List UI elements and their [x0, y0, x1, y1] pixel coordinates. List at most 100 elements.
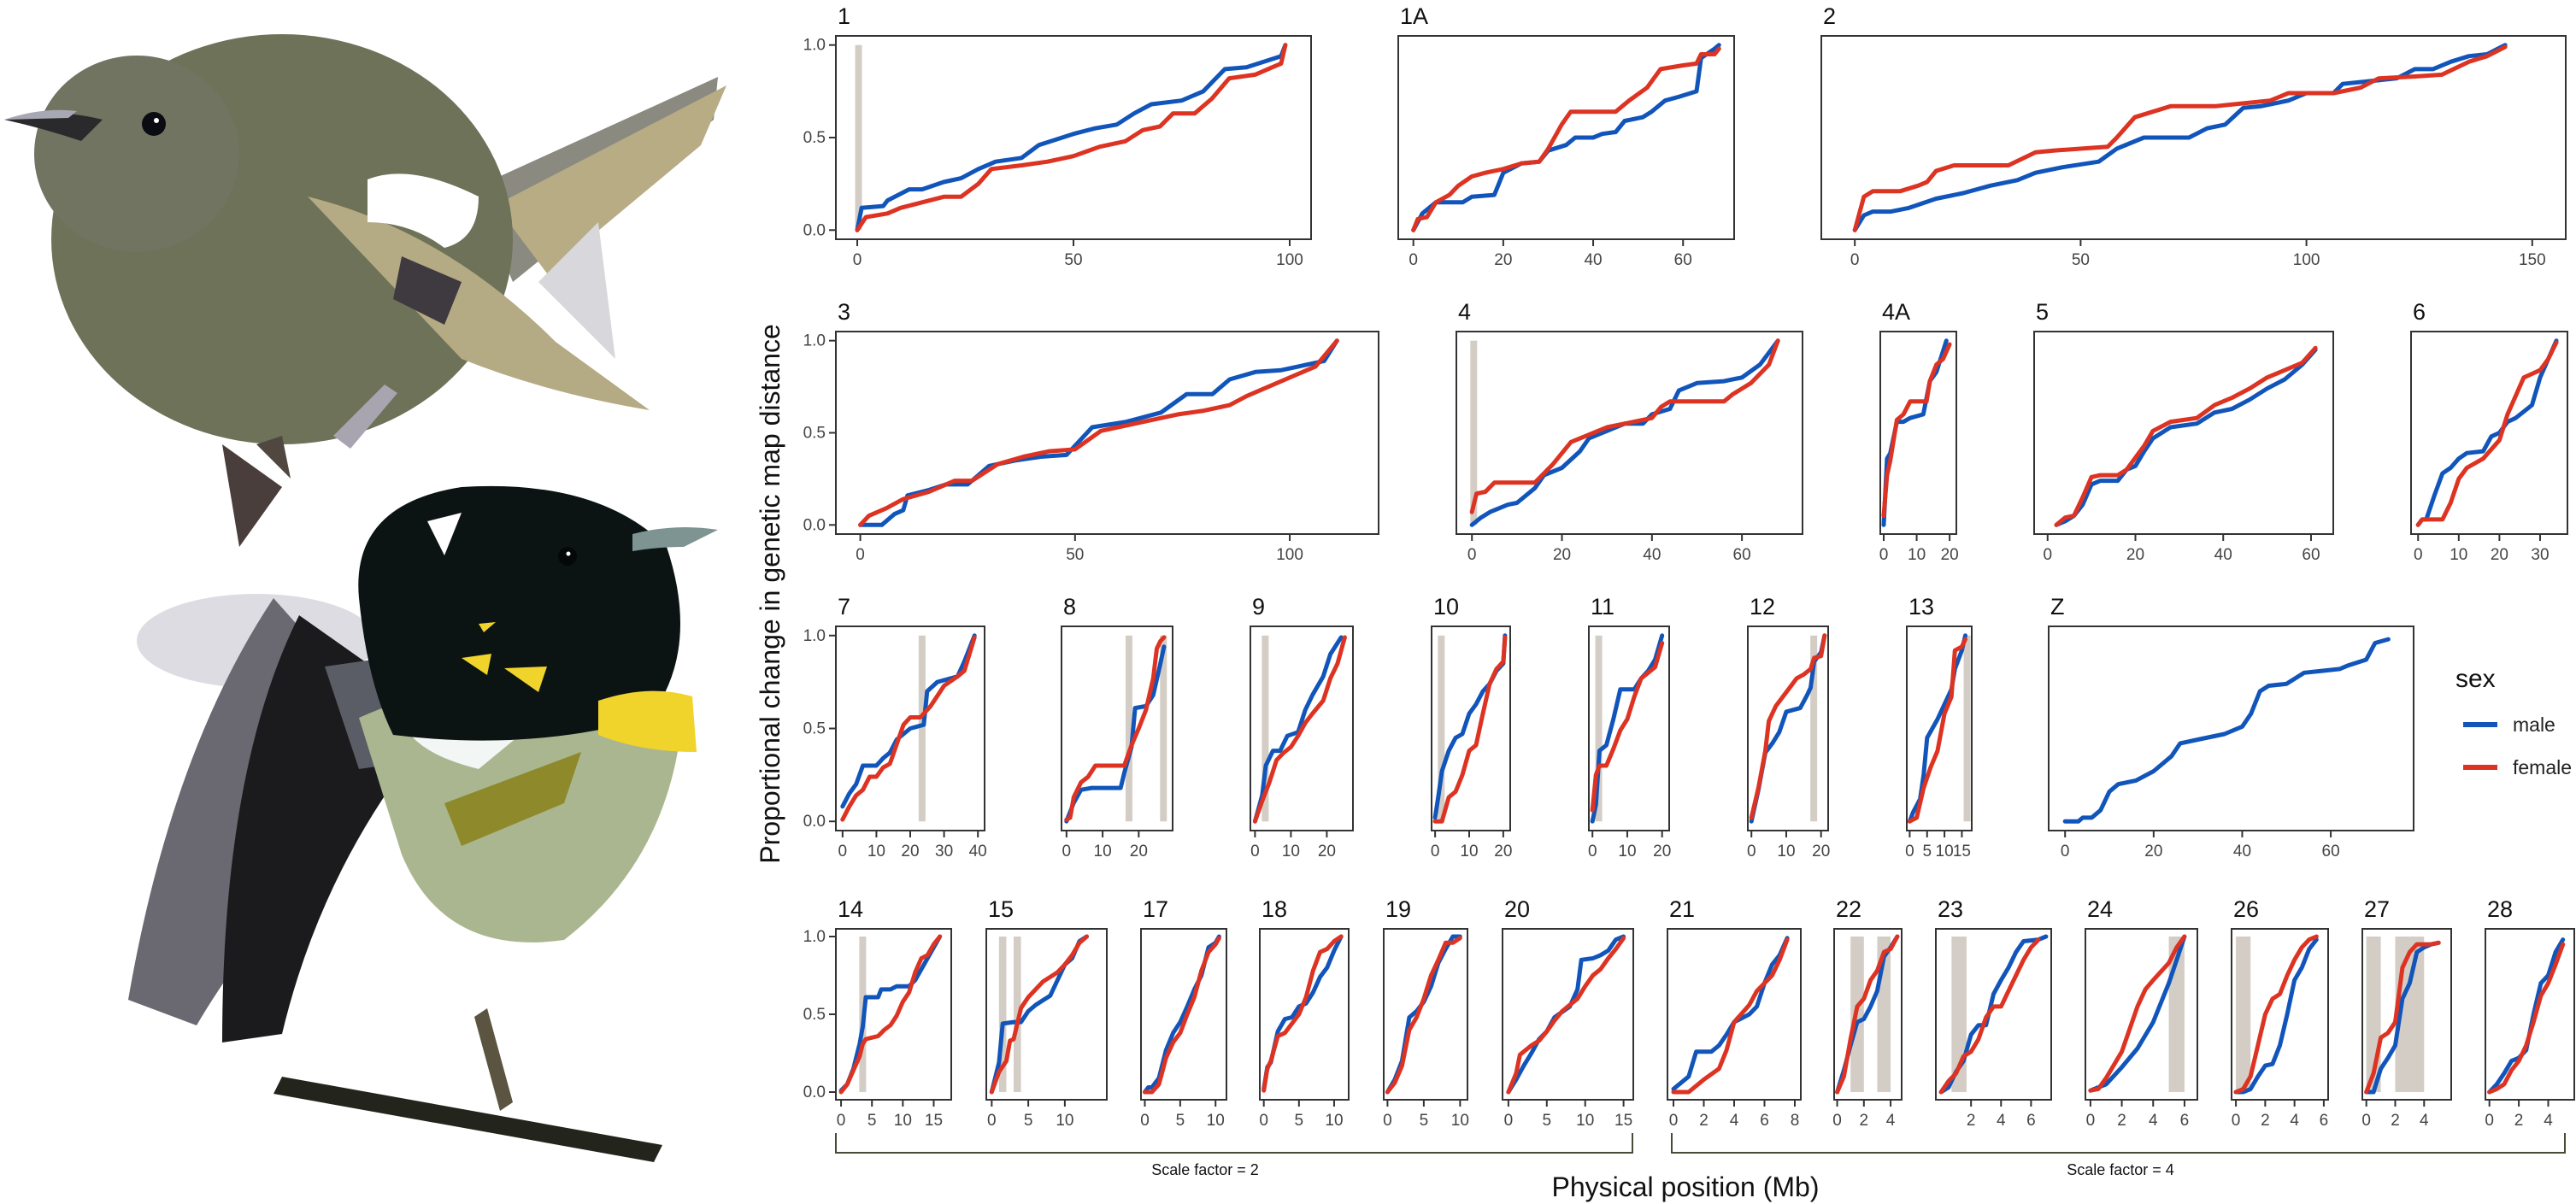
- series-line-male: [2415, 338, 2559, 527]
- x-tick-label: 2: [1860, 1112, 1869, 1130]
- panel-title: 20: [1504, 896, 1530, 922]
- panel-title: 4A: [1882, 299, 1910, 325]
- x-tick-label: 6: [2026, 1112, 2036, 1130]
- shaded-region: [1470, 340, 1478, 526]
- panel-2: 2 0 50 100 150: [1820, 3, 2567, 269]
- panel-title: 12: [1750, 594, 1775, 620]
- female-bird-illustration: [4, 34, 726, 688]
- panel-title: 9: [1252, 594, 1265, 620]
- x-tick-label: 15: [925, 1112, 943, 1130]
- series-line-male: [1064, 644, 1167, 824]
- legend: sex male female: [2455, 665, 2572, 778]
- panel-title: 8: [1063, 594, 1076, 620]
- x-tick-label: 0: [1140, 1112, 1150, 1130]
- series-line-female: [2487, 942, 2566, 1095]
- panel-9: 9 0 10 20: [1250, 594, 1354, 860]
- x-tick-label: 5: [1922, 843, 1932, 860]
- scale-factor-4-label: Scale factor = 4: [2067, 1161, 2174, 1178]
- x-tick-label: 60: [2302, 546, 2320, 564]
- x-tick-label: 0: [1409, 251, 1418, 269]
- x-tick-label: 0: [2361, 1112, 2371, 1130]
- x-tick-label: 0: [1467, 546, 1477, 564]
- panel-frame: [2410, 331, 2568, 535]
- y-tick-label: 0.5: [803, 129, 826, 147]
- series-line-female: [2054, 345, 2318, 527]
- panel-frame: [1833, 928, 1903, 1101]
- x-tick-label: 0: [1250, 843, 1260, 860]
- panel-10: 10 0 10 20: [1431, 594, 1513, 860]
- series-line-female: [1143, 936, 1221, 1095]
- x-tick-label: 0: [1879, 546, 1889, 564]
- panel-17: 17 0 5 10: [1140, 896, 1227, 1130]
- panel-title: 2: [1823, 3, 1836, 29]
- panel-frame: [1397, 35, 1735, 240]
- panel-title: 15: [988, 896, 1014, 922]
- x-tick-label: 2: [2261, 1112, 2270, 1130]
- x-tick-label: 10: [1207, 1112, 1225, 1130]
- y-tick-label: 1.0: [803, 627, 826, 645]
- x-tick-label: 0: [1259, 1112, 1268, 1130]
- x-tick-label: 40: [1643, 546, 1661, 564]
- x-tick-label: 20: [2491, 546, 2508, 564]
- x-tick-label: 40: [2214, 546, 2232, 564]
- x-tick-label: 6: [2180, 1112, 2190, 1130]
- x-tick-label: 6: [2320, 1112, 2329, 1130]
- panel-title: 6: [2413, 299, 2426, 325]
- x-tick-label: 10: [1936, 843, 1954, 860]
- x-tick-label: 5: [1295, 1112, 1304, 1130]
- x-tick-label: 20: [1494, 251, 1512, 269]
- x-tick-label: 10: [867, 843, 885, 860]
- shaded-region: [1014, 937, 1021, 1092]
- x-tick-label: 50: [2072, 251, 2090, 269]
- x-tick-label: 0: [2061, 843, 2070, 860]
- y-tick-label: 0.5: [803, 1006, 826, 1024]
- x-tick-label: 2: [2514, 1112, 2524, 1130]
- shaded-region: [1438, 635, 1445, 822]
- x-tick-label: 15: [1953, 843, 1971, 860]
- x-tick-label: 4: [2420, 1112, 2429, 1130]
- x-tick-label: 40: [1584, 251, 1602, 269]
- x-tick-label: 5: [1543, 1112, 1552, 1130]
- series-line-male: [1411, 43, 1721, 232]
- x-tick-label: 4: [1730, 1112, 1739, 1130]
- x-tick-label: 30: [2531, 546, 2549, 564]
- series-line-female: [1590, 641, 1665, 813]
- x-tick-label: 10: [1618, 843, 1636, 860]
- x-tick-label: 0: [1504, 1112, 1514, 1130]
- y-tick-label: 0.0: [803, 516, 826, 534]
- panel-23: 23 2 4 6: [1935, 896, 2052, 1130]
- series-line-female: [1262, 934, 1344, 1093]
- x-tick-label: 0: [2043, 546, 2052, 564]
- x-tick-label: 2: [2117, 1112, 2126, 1130]
- series-line-female: [1506, 936, 1626, 1095]
- panel-title: 22: [1836, 896, 1861, 922]
- series-line-male: [2062, 637, 2391, 824]
- series-line-male: [1143, 934, 1221, 1095]
- shaded-region: [1595, 635, 1603, 822]
- x-tick-label: 5: [1176, 1112, 1185, 1130]
- series-line-male: [2054, 347, 2318, 527]
- panel-title: 5: [2036, 299, 2049, 325]
- x-tick-label: 20: [1318, 843, 1336, 860]
- series-line-female: [1671, 937, 1790, 1095]
- x-tick-label: 50: [1064, 251, 1082, 269]
- panel-frame: [1431, 625, 1511, 831]
- panel-frame: [2048, 625, 2414, 831]
- panel-frame: [2361, 928, 2452, 1101]
- x-tick-label: 0: [2414, 546, 2423, 564]
- series-line-female: [855, 43, 1288, 232]
- x-tick-label: 5: [867, 1112, 877, 1130]
- y-tick-label: 0.0: [803, 221, 826, 239]
- x-tick-label: 20: [1553, 546, 1571, 564]
- x-tick-label: 4: [1886, 1112, 1896, 1130]
- legend-label-male: male: [2513, 714, 2555, 736]
- x-tick-label: 4: [2544, 1112, 2553, 1130]
- x-tick-label: 10: [1460, 843, 1478, 860]
- panel-frame: [1250, 625, 1354, 831]
- x-tick-label: 4: [2149, 1112, 2158, 1130]
- series-line-female: [2233, 934, 2319, 1095]
- x-tick-label: 2: [2391, 1112, 2400, 1130]
- panel-frame: [1383, 928, 1468, 1101]
- panel-19: 19 0 5 10: [1383, 896, 1469, 1130]
- y-tick-label: 0.5: [803, 425, 826, 443]
